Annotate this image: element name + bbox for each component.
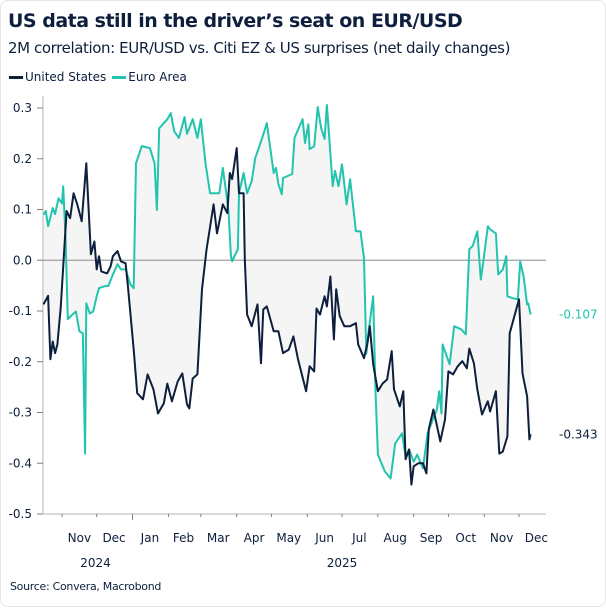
x-tick-label: Mar xyxy=(207,531,230,545)
x-tick-label: Feb xyxy=(173,531,194,545)
y-tick-label: -0.1 xyxy=(9,304,32,318)
shaded-gap-area xyxy=(43,104,531,485)
y-tick-label: -0.3 xyxy=(9,406,32,420)
x-tick-label: Aug xyxy=(383,531,406,545)
x-tick-label: Nov xyxy=(68,531,91,545)
x-tick-label: Dec xyxy=(102,531,125,545)
x-tick-label: Jan xyxy=(140,531,160,545)
y-tick-label: -0.4 xyxy=(9,456,32,470)
legend-swatch-us xyxy=(9,75,23,79)
source-note: Source: Convera, Macrobond xyxy=(10,580,162,593)
x-year-label: 2024 xyxy=(80,556,111,570)
y-tick-label: 0.2 xyxy=(13,152,32,166)
legend: United States Euro Area xyxy=(9,70,193,84)
legend-label-ea: Euro Area xyxy=(128,70,187,84)
y-tick-label: 0.1 xyxy=(13,203,32,217)
x-year-label: 2025 xyxy=(327,556,358,570)
legend-item-us: United States xyxy=(9,70,106,84)
chart-title: US data still in the driver’s seat on EU… xyxy=(8,10,463,32)
x-tick-label: Dec xyxy=(525,531,548,545)
x-tick-label: May xyxy=(276,531,301,545)
x-tick-label: Apr xyxy=(244,531,265,545)
legend-label-us: United States xyxy=(25,70,107,84)
x-tick-label: Nov xyxy=(490,531,513,545)
y-tick-label: 0.0 xyxy=(13,253,32,267)
series-line-united-states xyxy=(42,147,532,486)
y-tick-label: 0.3 xyxy=(13,101,32,115)
legend-swatch-ea xyxy=(112,75,127,79)
y-tick-label: -0.5 xyxy=(9,507,32,521)
end-value-label-euro-area: -0.107 xyxy=(559,308,598,322)
x-tick-label: Sep xyxy=(420,531,443,545)
series-line-euro-area xyxy=(42,104,532,480)
y-tick-label: -0.2 xyxy=(9,355,32,369)
x-tick-label: Jul xyxy=(351,531,366,545)
end-value-label-united-states: -0.343 xyxy=(559,427,598,441)
chart-subtitle: 2M correlation: EUR/USD vs. Citi EZ & US… xyxy=(8,39,511,57)
legend-item-ea: Euro Area xyxy=(112,70,187,84)
x-tick-label: Oct xyxy=(455,531,476,545)
x-tick-label: Jun xyxy=(314,531,334,545)
